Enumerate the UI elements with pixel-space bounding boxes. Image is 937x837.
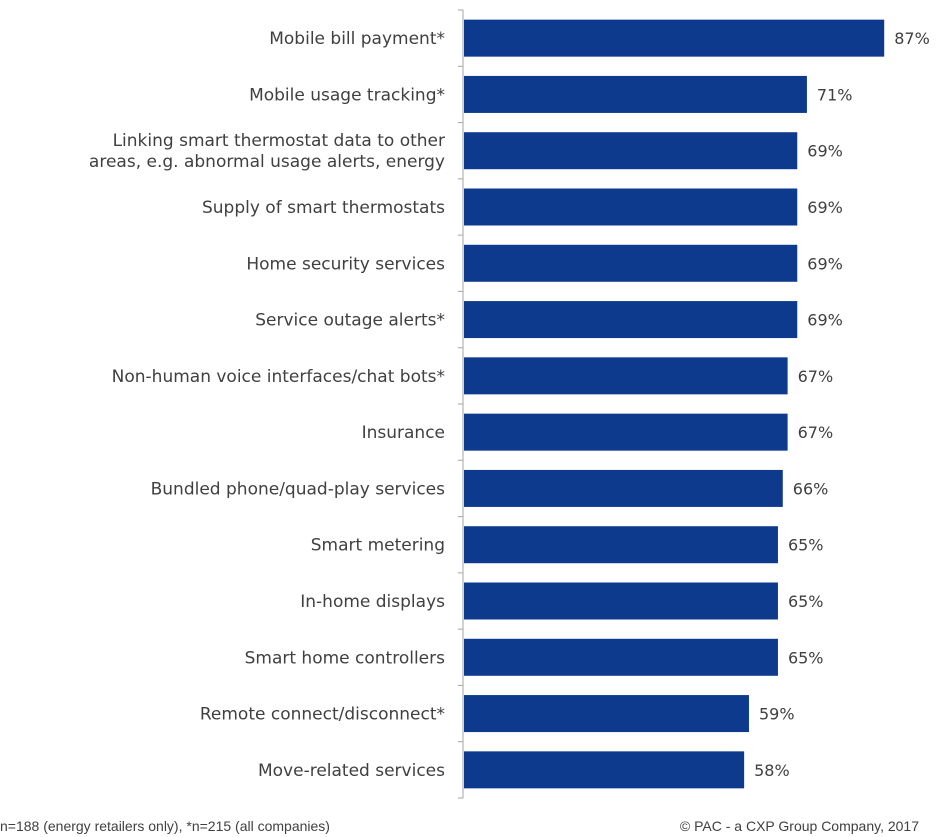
bar <box>464 244 798 282</box>
category-label: Insurance <box>362 423 445 443</box>
category-label: In-home displays <box>300 592 445 612</box>
bar <box>464 413 788 451</box>
bar-value-label: 65% <box>788 648 824 667</box>
category-label: Mobile usage tracking* <box>249 85 445 105</box>
category-label: Mobile bill payment* <box>269 29 445 49</box>
bar <box>464 188 798 226</box>
category-label: Home security services <box>246 254 445 274</box>
bar-value-label: 65% <box>788 536 824 555</box>
category-label: Service outage alerts* <box>255 311 445 331</box>
bar <box>464 19 885 57</box>
sample-size-footnote: n=188 (energy retailers only), *n=215 (a… <box>0 818 330 834</box>
category-label: Move-related services <box>258 761 445 781</box>
bar-value-label: 69% <box>807 142 843 161</box>
bar <box>464 582 778 620</box>
bar-value-label: 71% <box>817 85 853 104</box>
copyright-footnote: © PAC - a CXP Group Company, 2017 <box>679 818 919 834</box>
bar <box>464 469 783 507</box>
bar-value-label: 87% <box>894 29 930 48</box>
bar-value-label: 69% <box>807 198 843 217</box>
category-label: Non-human voice interfaces/chat bots* <box>112 367 445 387</box>
bar-value-label: 67% <box>798 423 834 442</box>
bar-value-label: 69% <box>807 311 843 330</box>
bar-value-label: 66% <box>793 479 829 498</box>
category-label: Smart home controllers <box>245 648 446 668</box>
bar <box>464 301 798 339</box>
category-label: Bundled phone/quad-play services <box>151 479 446 499</box>
bar-value-label: 69% <box>807 254 843 273</box>
bar <box>464 751 745 789</box>
bar-value-label: 59% <box>759 705 795 724</box>
bar <box>464 526 778 564</box>
category-label: Supply of smart thermostats <box>202 198 445 218</box>
category-label: Linking smart thermostat data to other ar… <box>89 131 445 172</box>
category-label: Remote connect/disconnect* <box>200 705 445 725</box>
category-label: Smart metering <box>311 536 445 556</box>
bar-value-label: 65% <box>788 592 824 611</box>
bar-value-label: 67% <box>798 367 834 386</box>
bar <box>464 695 749 733</box>
bar <box>464 75 807 113</box>
bar <box>464 132 798 170</box>
bar <box>464 638 778 676</box>
bar <box>464 357 788 395</box>
bar-value-label: 58% <box>754 761 790 780</box>
